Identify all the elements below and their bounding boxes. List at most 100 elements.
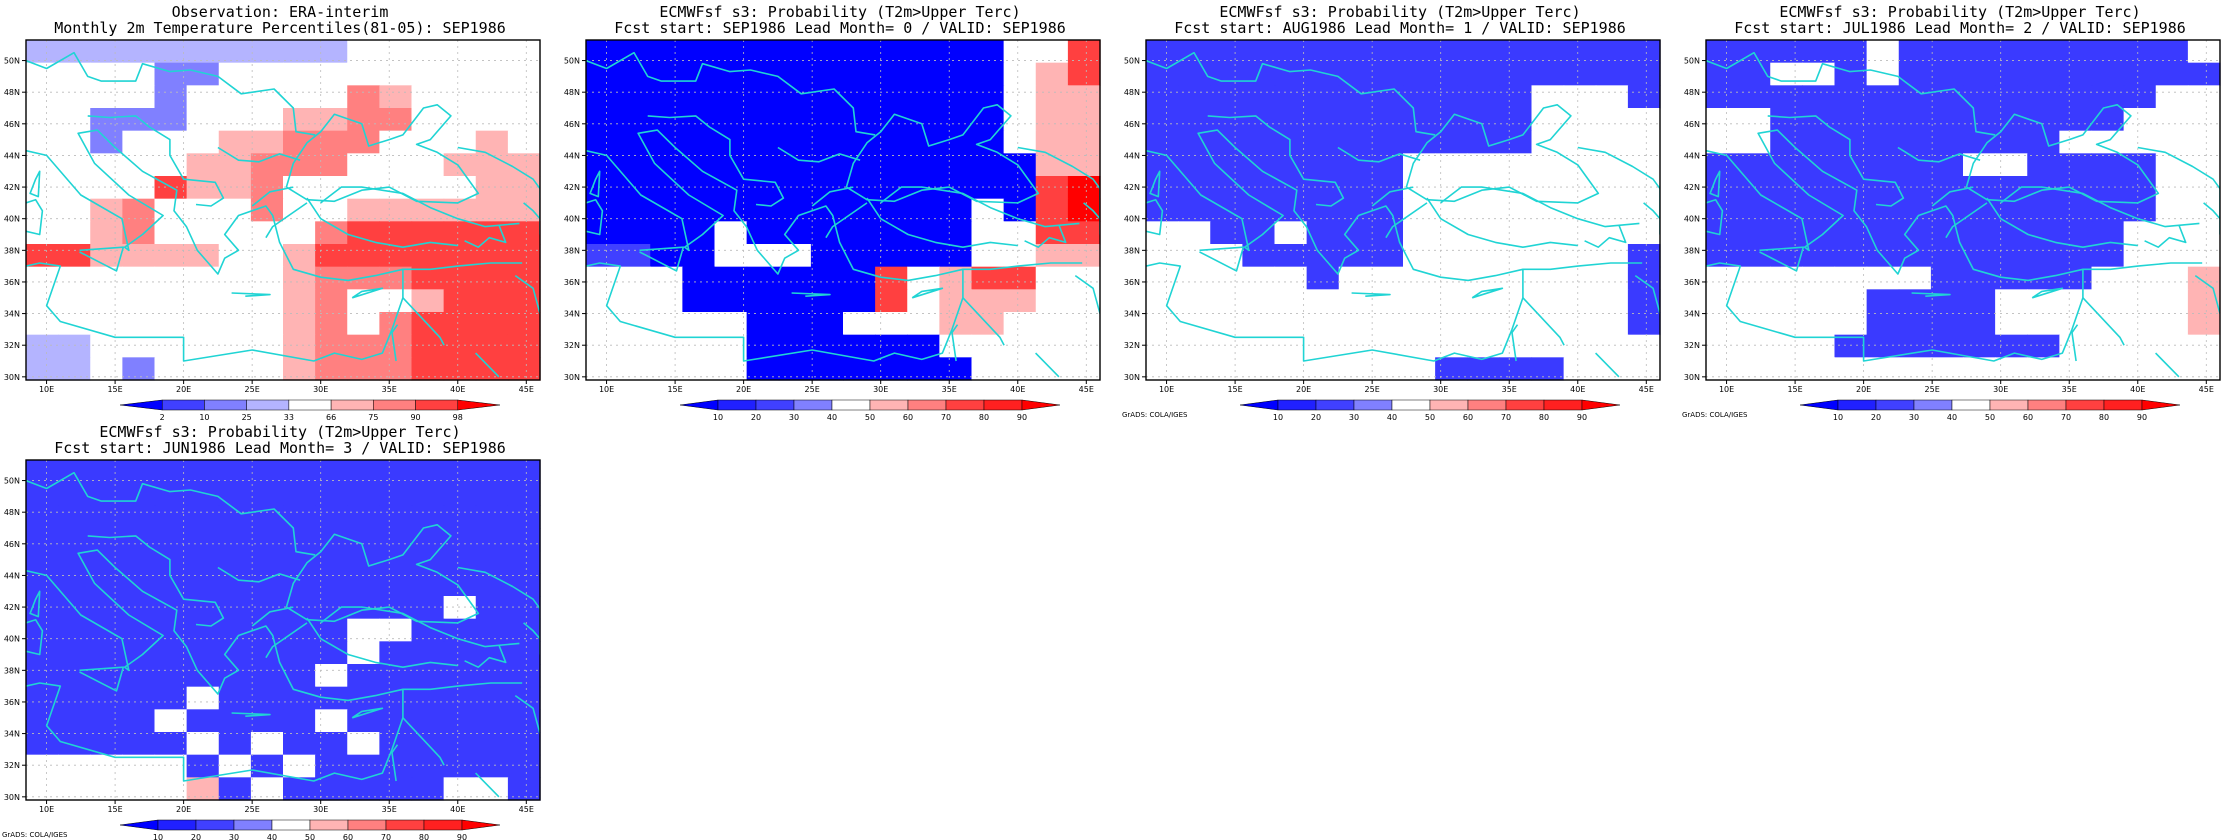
colorbar-segment bbox=[385, 819, 425, 831]
shading-cell bbox=[1403, 176, 1436, 200]
shading-cell bbox=[315, 505, 348, 529]
shading-cell bbox=[1930, 108, 1964, 132]
shading-cell bbox=[315, 357, 348, 381]
shading-cell bbox=[507, 266, 541, 290]
shading-cell bbox=[1706, 130, 1739, 154]
shading-cell bbox=[347, 130, 380, 154]
shading-cell bbox=[1898, 289, 1932, 313]
shading-cell bbox=[218, 130, 252, 154]
shading-cell bbox=[1067, 153, 1101, 177]
shading-cell bbox=[347, 550, 380, 574]
shading-cell bbox=[1706, 108, 1739, 132]
coastline bbox=[475, 352, 500, 378]
shading-cell bbox=[1178, 130, 1211, 154]
shading-cell bbox=[443, 266, 477, 290]
shading-cell bbox=[475, 686, 509, 710]
shading-cell bbox=[122, 357, 156, 381]
shading-cell bbox=[586, 85, 619, 109]
shading-cell bbox=[1627, 62, 1661, 86]
shading-cell bbox=[1338, 221, 1372, 245]
lon-tick-label: 10E bbox=[1719, 385, 1734, 394]
shading-cell bbox=[1995, 130, 2028, 154]
shading-cell bbox=[1770, 266, 1803, 290]
shading-cell bbox=[810, 312, 844, 336]
shading-cell bbox=[1467, 198, 1500, 222]
shading-cell bbox=[1067, 221, 1101, 245]
shading-cell bbox=[1595, 62, 1629, 86]
shading-cell bbox=[1898, 62, 1932, 86]
shading-cell bbox=[475, 198, 509, 222]
shading-cell bbox=[58, 130, 91, 154]
coastlines bbox=[1146, 51, 1660, 378]
shading-cell bbox=[347, 732, 380, 756]
shading-cell bbox=[411, 777, 445, 801]
shading-cell bbox=[154, 334, 188, 358]
shading-cell bbox=[1435, 85, 1468, 109]
shading-cell bbox=[810, 357, 844, 381]
shading-cell bbox=[2027, 153, 2060, 177]
shading-cell bbox=[379, 709, 413, 733]
shading-cell bbox=[507, 108, 541, 132]
shading-cell bbox=[283, 777, 316, 801]
shading-cell bbox=[1866, 85, 1900, 109]
shading-cell bbox=[1866, 62, 1900, 86]
shading-cell bbox=[26, 664, 59, 688]
shading-cell bbox=[154, 62, 188, 86]
shading-cell bbox=[315, 289, 348, 313]
shading-cell bbox=[90, 266, 123, 290]
shading-cell bbox=[411, 108, 445, 132]
shading-cell bbox=[2187, 40, 2221, 64]
shading-cell bbox=[1898, 198, 1932, 222]
lon-tick-label: 15E bbox=[107, 385, 122, 394]
colorbar-label: 60 bbox=[343, 833, 353, 840]
colorbar-label: 70 bbox=[1501, 413, 1511, 420]
shading-cell bbox=[1738, 334, 1771, 358]
shading-cell bbox=[1834, 221, 1868, 245]
shading-cell bbox=[443, 176, 477, 200]
panel-title-line2: Fcst start: JUL1986 Lead Month= 2 / VALI… bbox=[1734, 19, 2186, 37]
shading-cell bbox=[1563, 357, 1597, 381]
colorbar-segment bbox=[415, 399, 459, 411]
coastline bbox=[1911, 292, 1951, 297]
shading-cell bbox=[939, 40, 973, 64]
coastline bbox=[2144, 224, 2187, 248]
colorbar-segment bbox=[2103, 399, 2143, 411]
shading-cell bbox=[218, 357, 252, 381]
shading-cell bbox=[1067, 62, 1101, 86]
shading-cell bbox=[411, 641, 445, 665]
shading-cell bbox=[1627, 244, 1661, 268]
shading-cell bbox=[90, 153, 123, 177]
shading-cell bbox=[2027, 62, 2060, 86]
shading-cell bbox=[939, 357, 973, 381]
shading-cell bbox=[90, 505, 123, 529]
lon-tick-label: 30E bbox=[873, 385, 888, 394]
colorbar-segment bbox=[157, 819, 197, 831]
shading-cell bbox=[2187, 130, 2221, 154]
shading-cell bbox=[1963, 266, 1996, 290]
shading-cell bbox=[475, 85, 509, 109]
shading-cell bbox=[218, 108, 252, 132]
shading-cell bbox=[250, 334, 284, 358]
shading-cell bbox=[1627, 108, 1661, 132]
shading-cell bbox=[2123, 221, 2157, 245]
shading-cell bbox=[443, 221, 477, 245]
shading-cell bbox=[1531, 40, 1565, 64]
shading-cell bbox=[90, 460, 123, 484]
shading-cell bbox=[154, 221, 188, 245]
shading-cell bbox=[1338, 289, 1372, 313]
coastline bbox=[811, 186, 854, 207]
shading-cell bbox=[475, 573, 509, 597]
shading-cell bbox=[1834, 266, 1868, 290]
shading-cell bbox=[1210, 289, 1243, 313]
shading-cell bbox=[2123, 130, 2157, 154]
shading-cell bbox=[1738, 130, 1771, 154]
shading-cell bbox=[1595, 130, 1629, 154]
shading-cell bbox=[1435, 289, 1468, 313]
shading-cell bbox=[507, 528, 541, 552]
shading-cell bbox=[746, 85, 780, 109]
shading-cell bbox=[475, 732, 509, 756]
shading-cell bbox=[507, 505, 541, 529]
colorbar-segment bbox=[1315, 399, 1355, 411]
lat-tick-label: 32N bbox=[1684, 341, 1700, 350]
coastline bbox=[1146, 129, 1524, 362]
